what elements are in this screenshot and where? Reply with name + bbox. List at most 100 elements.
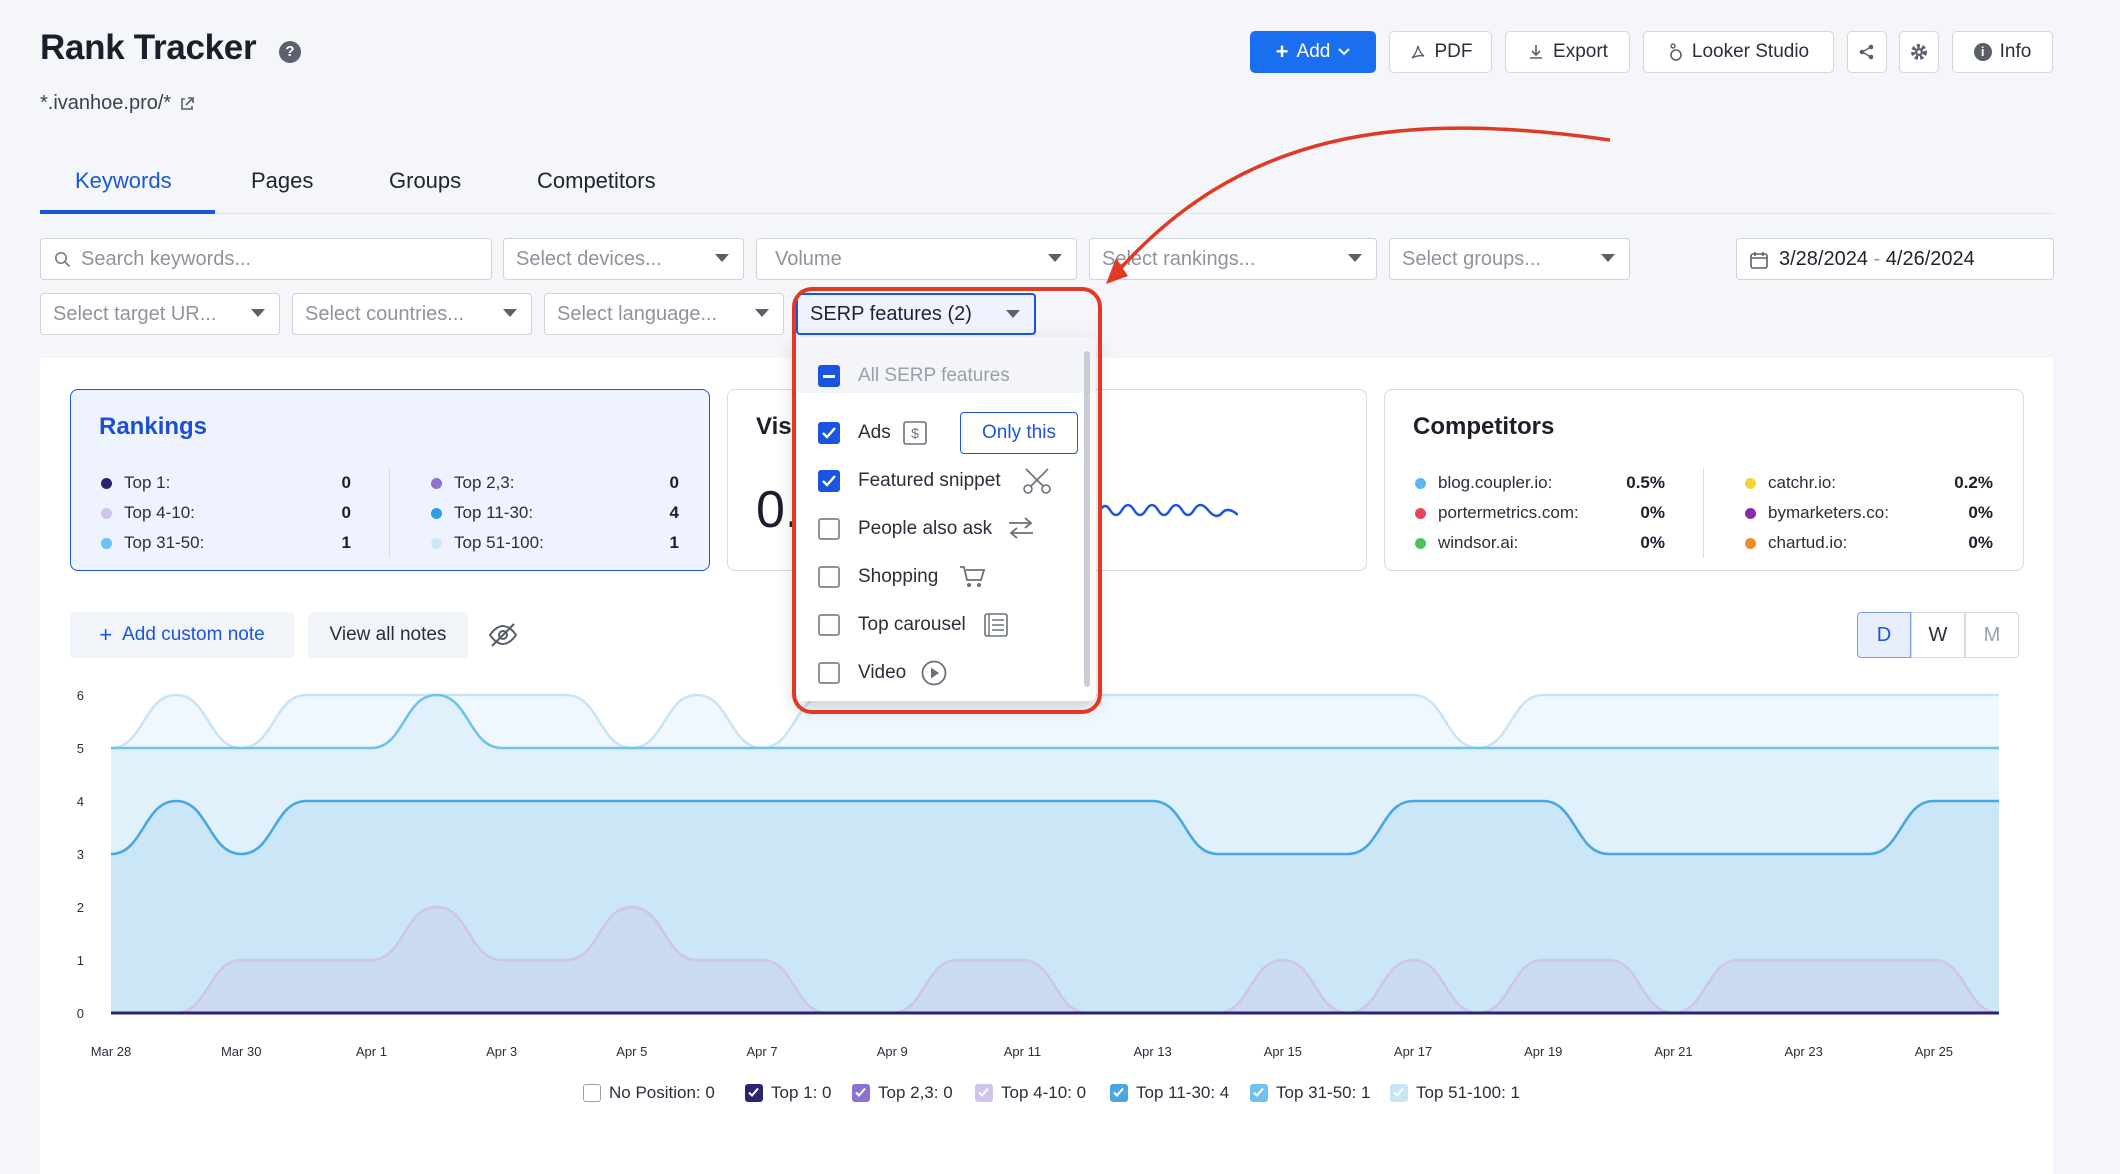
- groups-select[interactable]: Select groups...: [1389, 238, 1630, 280]
- serp-option-featured-snippet-label: Featured snippet: [858, 470, 1001, 491]
- view-all-notes-button[interactable]: View all notes: [308, 612, 468, 658]
- date-separator: -: [1867, 247, 1886, 270]
- volume-select[interactable]: Volume: [756, 238, 1077, 280]
- checkmark-icon: [822, 427, 836, 439]
- legend-item[interactable]: No Position: 0: [583, 1083, 715, 1103]
- caret-down-icon: [715, 254, 729, 262]
- volume-placeholder: Volume: [775, 247, 842, 270]
- legend-dot: [431, 537, 442, 549]
- competitor-value: 0%: [1968, 503, 1993, 522]
- looker-studio-button[interactable]: Looker Studio: [1643, 31, 1834, 73]
- pdf-button[interactable]: PDF: [1389, 31, 1492, 73]
- x-tick-label: Apr 23: [1785, 1044, 1823, 1059]
- legend-checkbox[interactable]: [1110, 1084, 1128, 1102]
- play-icon: [921, 660, 947, 686]
- legend-checkbox[interactable]: [583, 1084, 601, 1102]
- countries-select[interactable]: Select countries...: [292, 293, 532, 335]
- devices-select[interactable]: Select devices...: [503, 238, 744, 280]
- period-week-button[interactable]: W: [1911, 612, 1965, 658]
- x-tick-label: Apr 15: [1264, 1044, 1302, 1059]
- y-tick-label: 3: [77, 847, 84, 862]
- legend-checkbox[interactable]: [852, 1084, 870, 1102]
- serp-option-people-also-ask-checkbox[interactable]: [818, 518, 840, 540]
- gear-icon: [1911, 44, 1927, 60]
- y-tick-label: 6: [77, 688, 84, 703]
- legend-checkbox[interactable]: [975, 1084, 993, 1102]
- tab-pages[interactable]: Pages: [251, 168, 314, 193]
- x-tick-label: Apr 5: [616, 1044, 647, 1059]
- legend-dot: [1415, 477, 1426, 489]
- rankings-card[interactable]: Rankings Top 1: 0 Top 4-10: 0 Top 31-50:…: [70, 389, 710, 571]
- all-serp-checkbox[interactable]: [818, 365, 840, 387]
- legend-checkbox[interactable]: [1250, 1084, 1268, 1102]
- target-url-select[interactable]: Select target UR...: [40, 293, 280, 335]
- legend-item[interactable]: Top 51-100: 1: [1390, 1083, 1520, 1103]
- y-tick-label: 1: [77, 953, 84, 968]
- tab-bar: Keywords Pages Groups Competitors: [40, 150, 2054, 214]
- x-tick-label: Apr 11: [1004, 1044, 1041, 1059]
- eye-off-icon[interactable]: [488, 622, 518, 648]
- language-select[interactable]: Select language...: [544, 293, 784, 335]
- legend-item[interactable]: Top 4-10: 0: [975, 1083, 1086, 1103]
- groups-placeholder: Select groups...: [1402, 247, 1541, 270]
- rank-value: 4: [669, 503, 679, 522]
- serp-option-top-carousel-checkbox[interactable]: [818, 614, 840, 636]
- download-icon: [1530, 45, 1543, 59]
- y-tick-label: 4: [77, 794, 84, 809]
- rankings-card-title: Rankings: [99, 413, 208, 440]
- rank-value: 1: [341, 533, 351, 552]
- legend-item[interactable]: Top 2,3: 0: [852, 1083, 953, 1103]
- legend-label: Top 2,3: 0: [878, 1083, 953, 1102]
- help-icon[interactable]: ?: [279, 41, 301, 63]
- serp-option-shopping-checkbox[interactable]: [818, 566, 840, 588]
- legend-dot: [101, 507, 112, 519]
- export-button[interactable]: Export: [1505, 31, 1630, 73]
- serp-option-featured-snippet-checkbox[interactable]: [818, 470, 840, 492]
- page-title: Rank Tracker: [40, 28, 257, 67]
- x-tick-label: Apr 1: [356, 1044, 387, 1059]
- x-tick-label: Apr 7: [746, 1044, 777, 1059]
- legend-label: Top 4-10: 0: [1001, 1083, 1087, 1102]
- looker-studio-label: Looker Studio: [1691, 41, 1810, 62]
- competitor-label: catchr.io:: [1768, 473, 1837, 492]
- period-month-button[interactable]: M: [1965, 612, 2019, 658]
- settings-button[interactable]: [1899, 31, 1939, 73]
- divider: [389, 468, 390, 558]
- legend-checkbox[interactable]: [1390, 1084, 1408, 1102]
- y-tick-label: 0: [77, 1006, 84, 1021]
- project-url[interactable]: *.ivanhoe.pro/*: [40, 92, 195, 115]
- x-tick-label: Apr 17: [1394, 1044, 1432, 1059]
- legend-checkbox[interactable]: [745, 1084, 763, 1102]
- serp-option-video-checkbox[interactable]: [818, 662, 840, 684]
- add-button[interactable]: + Add: [1250, 31, 1376, 73]
- tab-competitors[interactable]: Competitors: [537, 168, 656, 193]
- search-input[interactable]: Search keywords...: [40, 238, 492, 280]
- legend-dot: [431, 477, 442, 489]
- competitors-card[interactable]: Competitors blog.coupler.io: 0.5% porter…: [1384, 389, 2024, 571]
- legend-item[interactable]: Top 1: 0: [745, 1083, 832, 1103]
- period-day-button[interactable]: D: [1857, 612, 1911, 658]
- serp-option-ads-checkbox[interactable]: [818, 422, 840, 444]
- serp-option-people-also-ask-label: People also ask: [858, 518, 993, 539]
- rankings-select[interactable]: Select rankings...: [1089, 238, 1377, 280]
- competitor-row: windsor.ai:: [1415, 533, 1518, 553]
- date-range-picker[interactable]: 3/28/2024 - 4/26/2024: [1736, 238, 2054, 280]
- x-tick-label: Mar 28: [91, 1044, 131, 1059]
- serp-features-select[interactable]: SERP features (2): [796, 293, 1036, 335]
- dropdown-scrollbar[interactable]: [1084, 351, 1090, 687]
- external-link-icon: [181, 96, 195, 110]
- share-button[interactable]: [1847, 31, 1887, 73]
- legend-item[interactable]: Top 11-30: 4: [1110, 1083, 1229, 1103]
- legend-item[interactable]: Top 31-50: 1: [1250, 1083, 1371, 1103]
- serp-features-dropdown: All SERP features Ads $ Only this Featur…: [794, 337, 1096, 701]
- only-this-button[interactable]: Only this: [960, 412, 1078, 454]
- caret-down-icon: [251, 309, 265, 317]
- tab-keywords[interactable]: Keywords: [75, 168, 172, 193]
- competitor-value: 0%: [1640, 533, 1665, 552]
- tab-groups[interactable]: Groups: [389, 168, 462, 193]
- checkmark-icon: [822, 475, 836, 487]
- competitor-row: bymarketers.co:: [1745, 503, 1889, 523]
- rank-label: Top 31-50:: [124, 533, 205, 552]
- info-button[interactable]: i Info: [1952, 31, 2053, 73]
- add-custom-note-button[interactable]: + Add custom note: [70, 612, 294, 658]
